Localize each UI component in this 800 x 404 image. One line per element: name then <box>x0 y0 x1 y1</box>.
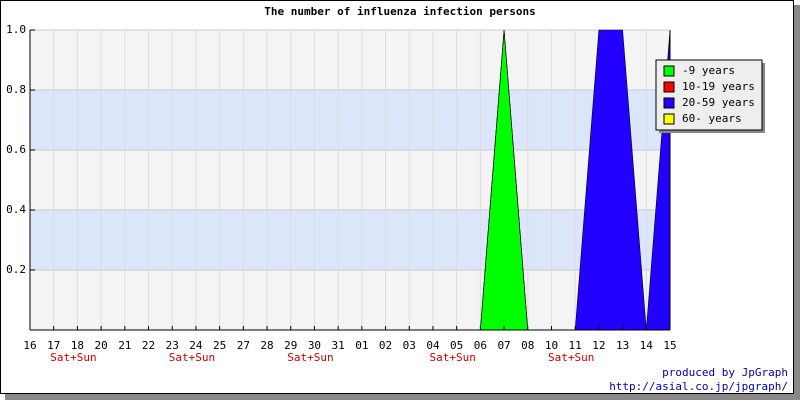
x-tick-label: 31 <box>332 339 345 352</box>
y-tick-label: 1.0 <box>6 23 26 36</box>
y-tick-label: 0.8 <box>6 83 26 96</box>
x-tick-label: 28 <box>260 339 273 352</box>
x-tick-label: 29 <box>284 339 297 352</box>
x-tick-label: 04 <box>426 339 440 352</box>
x-tick-label: 05 <box>450 339 463 352</box>
annotation: Sat+Sun <box>548 351 594 364</box>
chart-title: The number of influenza infection person… <box>264 5 536 18</box>
x-tick-label: 18 <box>71 339 84 352</box>
x-tick-label: 08 <box>521 339 534 352</box>
x-tick-label: 27 <box>237 339 250 352</box>
x-tick-label: 30 <box>308 339 321 352</box>
credit: http://asial.co.jp/jpgraph/ <box>609 380 788 393</box>
x-tick-label: 01 <box>355 339 368 352</box>
x-tick-label: 11 <box>569 339 582 352</box>
y-tick-label: 0.2 <box>6 263 26 276</box>
x-tick-label: 23 <box>166 339 179 352</box>
x-tick-label: 25 <box>213 339 226 352</box>
grid-band <box>30 90 670 150</box>
plot-background <box>30 30 670 330</box>
x-tick-label: 20 <box>94 339 107 352</box>
legend-label: -9 years <box>682 64 735 77</box>
x-tick-label: 14 <box>640 339 654 352</box>
legend-swatch <box>663 113 675 125</box>
x-tick-label: 24 <box>189 339 203 352</box>
x-tick-label: 21 <box>118 339 131 352</box>
credit: produced by JpGraph <box>662 366 788 379</box>
x-tick-label: 17 <box>47 339 60 352</box>
y-tick-label: 0.6 <box>6 143 26 156</box>
x-tick-label: 06 <box>474 339 487 352</box>
x-tick-label: 12 <box>592 339 605 352</box>
x-tick-label: 13 <box>616 339 629 352</box>
x-tick-label: 15 <box>663 339 676 352</box>
shadow <box>5 394 800 400</box>
legend-label: 60- years <box>682 112 742 125</box>
grid-band <box>30 210 670 270</box>
legend: -9 years 10-19 years 20-59 years 60- years <box>655 59 765 133</box>
x-tick-label: 02 <box>379 339 392 352</box>
annotation: Sat+Sun <box>169 351 215 364</box>
annotation: Sat+Sun <box>429 351 475 364</box>
legend-swatch <box>663 65 675 77</box>
y-tick-label: 0.4 <box>6 203 26 216</box>
x-tick-label: 07 <box>497 339 510 352</box>
legend-label: 10-19 years <box>682 80 755 93</box>
x-tick-label: 03 <box>403 339 416 352</box>
x-tick-label: 16 <box>23 339 36 352</box>
annotation: Sat+Sun <box>287 351 333 364</box>
plot: 0.2 0.4 0.6 0.8 1.0 16 17 18 20 21 22 23 24 25 27 28 29 3… <box>6 23 765 364</box>
legend-swatch <box>663 97 675 109</box>
x-tick-label: 22 <box>142 339 155 352</box>
legend-swatch <box>663 81 675 93</box>
legend-label: 20-59 years <box>682 96 755 109</box>
x-tick-label: 10 <box>545 339 558 352</box>
shadow <box>794 5 800 400</box>
annotation: Sat+Sun <box>50 351 96 364</box>
